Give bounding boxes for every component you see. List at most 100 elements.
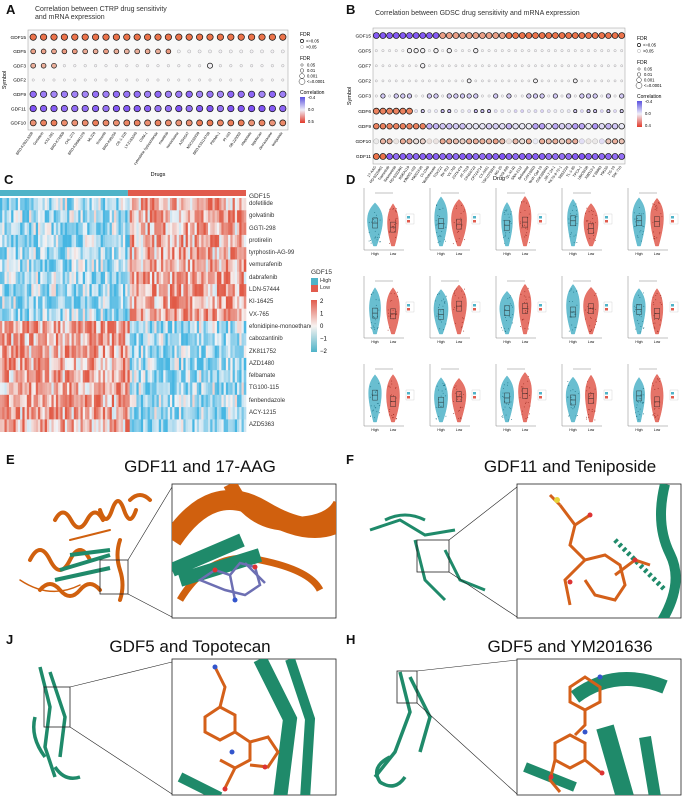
heatmap-cell (178, 407, 182, 420)
violin-point (397, 296, 399, 298)
heatmap-cell (89, 271, 92, 285)
heatmap-cell (232, 382, 236, 396)
heatmap-cell (192, 419, 195, 432)
heatmap-cell (145, 370, 148, 383)
heatmap-cell (118, 234, 122, 248)
dot-marker (618, 32, 626, 39)
violin-point (653, 326, 655, 328)
violin-point (371, 328, 373, 330)
heatmap-cell (71, 382, 75, 396)
heatmap-cell (17, 308, 21, 322)
heatmap-cell (40, 234, 43, 248)
heatmap-cell (78, 210, 81, 223)
heatmap-cell (201, 296, 204, 309)
heatmap-cell (46, 321, 50, 334)
heatmap-cell (190, 382, 193, 396)
heatmap-cell (51, 394, 54, 408)
heatmap-cell (232, 259, 236, 273)
violin-point (453, 222, 455, 224)
heatmap-cell (134, 308, 137, 322)
violin-point (637, 411, 639, 412)
heatmap-cell (93, 259, 97, 273)
heatmap-cell (210, 198, 213, 211)
heatmap-cell (69, 234, 72, 248)
heatmap-cell (100, 308, 104, 322)
violin-point (636, 401, 638, 403)
heatmap-cell (109, 345, 113, 359)
heatmap-cell (243, 394, 247, 408)
heatmap-cell (76, 419, 79, 432)
heatmap-cell (102, 370, 106, 383)
heatmap-cell (64, 407, 68, 420)
heatmap-cell (152, 308, 155, 322)
heatmap-cell (210, 284, 213, 297)
heatmap-cell (125, 271, 128, 285)
heatmap-cell (127, 333, 131, 346)
heatmap-cell (131, 321, 135, 334)
gene-label: GDF10 (11, 121, 27, 127)
dot-marker (485, 32, 493, 39)
heatmap-cell (181, 345, 184, 359)
heatmap-cell (183, 222, 186, 236)
heatmap-cell (216, 345, 220, 359)
heatmap-cell (109, 407, 113, 420)
dot-marker (454, 109, 458, 113)
heatmap-cell (80, 210, 84, 223)
heatmap-cell (163, 382, 166, 396)
violin-point (655, 295, 657, 297)
heatmap-cell (156, 210, 160, 223)
heatmap-cell (2, 271, 5, 285)
heatmap-cell (219, 296, 222, 309)
heatmap-cell (239, 407, 242, 420)
heatmap-cell (243, 308, 247, 322)
heatmap-cell (178, 394, 182, 408)
dot-marker (552, 93, 558, 99)
dot-marker (406, 123, 413, 130)
heatmap-cell (38, 296, 41, 309)
heatmap-cell (51, 308, 54, 322)
dot-marker (480, 109, 485, 114)
violin-point (642, 413, 644, 415)
heatmap-cell (136, 222, 139, 236)
heatmap-cell (154, 321, 157, 334)
heatmap-cell (241, 296, 245, 309)
heatmap-cell (234, 234, 238, 248)
dot-marker (492, 153, 500, 160)
violin-point (586, 386, 588, 388)
heatmap-cell (51, 296, 54, 309)
violin-point (576, 242, 578, 243)
violin-point (501, 415, 503, 417)
heatmap-cell (87, 419, 90, 432)
heatmap-cell (223, 357, 227, 371)
heatmap-cell (11, 210, 14, 223)
dot-marker (92, 90, 100, 98)
drug-label: TAK-715 (611, 165, 622, 179)
heatmap-cell (107, 333, 110, 346)
heatmap-cell (87, 284, 90, 297)
dot-marker (72, 48, 78, 55)
heatmap-cell (131, 370, 135, 383)
dot-marker (176, 49, 181, 54)
violin-point (393, 208, 395, 209)
heatmap-cell (35, 271, 39, 285)
dot-marker (600, 94, 604, 98)
violin-point (435, 220, 437, 222)
heatmap-cell (131, 247, 135, 260)
heatmap-cell (120, 271, 124, 285)
dot-marker (71, 33, 79, 41)
heatmap-cell (234, 271, 238, 285)
heatmap-cell (123, 198, 126, 211)
heatmap-cell (207, 370, 211, 383)
heatmap-cell (35, 382, 39, 396)
dot-marker (154, 105, 162, 113)
heatmap-cell (33, 296, 37, 309)
violin-point (509, 407, 511, 409)
violin-point (439, 240, 441, 242)
heatmap-cell (176, 284, 180, 297)
heatmap-cell (221, 296, 224, 309)
dot-marker (414, 64, 418, 68)
dot-marker (40, 62, 47, 69)
heatmap-cell (140, 345, 144, 359)
violin-point (654, 415, 655, 417)
violin-point (660, 319, 662, 321)
